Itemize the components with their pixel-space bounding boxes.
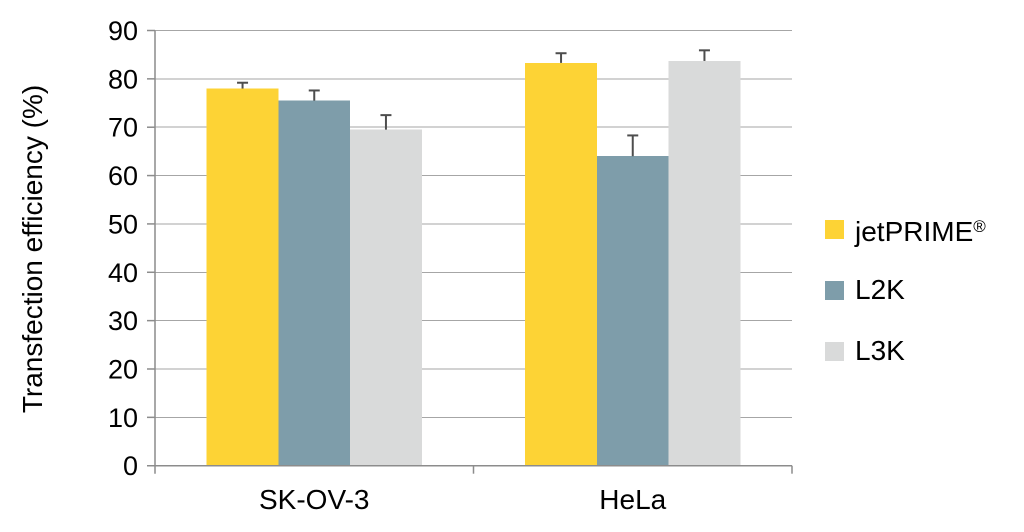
legend-item-L2K: L2K — [825, 273, 905, 307]
bar-L2K-HeLa — [596, 156, 669, 466]
legend-label: jetPRIME® — [855, 215, 986, 247]
legend-item-L3K: L3K — [825, 334, 905, 368]
y-tick-label: 50 — [108, 209, 138, 239]
x-category-label: HeLa — [599, 484, 666, 515]
y-tick-label: 60 — [108, 161, 138, 191]
legend-swatch-icon — [825, 280, 844, 300]
y-tick-label: 40 — [108, 258, 138, 288]
y-tick-label: 70 — [108, 113, 138, 143]
legend-label: L3K — [855, 335, 905, 366]
bar-L3K-SK-OV-3 — [350, 129, 422, 466]
bar-jetPRIME®-HeLa — [525, 62, 597, 466]
legend-label: L2K — [855, 274, 905, 305]
y-tick-label: 30 — [108, 306, 138, 336]
y-tick-label: 0 — [123, 451, 138, 481]
y-tick-label: 80 — [108, 64, 138, 94]
bar-L2K-SK-OV-3 — [278, 100, 351, 466]
bar-L3K-HeLa — [668, 60, 741, 466]
x-category-label: SK-OV-3 — [259, 484, 369, 515]
registered-mark: ® — [973, 216, 986, 236]
y-axis-title: Transfection efficiency (%) — [17, 84, 48, 414]
y-tick-label: 20 — [108, 354, 138, 384]
legend-swatch-icon — [825, 341, 844, 361]
y-tick-label: 10 — [108, 403, 138, 433]
legend-swatch-icon — [825, 219, 844, 239]
legend-item-jetPRIME: jetPRIME® — [825, 212, 986, 247]
y-tick-label: 90 — [108, 16, 138, 46]
bar-jetPRIME®-SK-OV-3 — [206, 88, 279, 466]
